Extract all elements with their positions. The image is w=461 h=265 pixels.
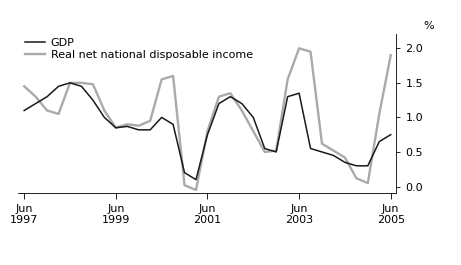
Text: %: % [423, 21, 433, 31]
Legend: GDP, Real net national disposable income: GDP, Real net national disposable income [24, 37, 254, 61]
